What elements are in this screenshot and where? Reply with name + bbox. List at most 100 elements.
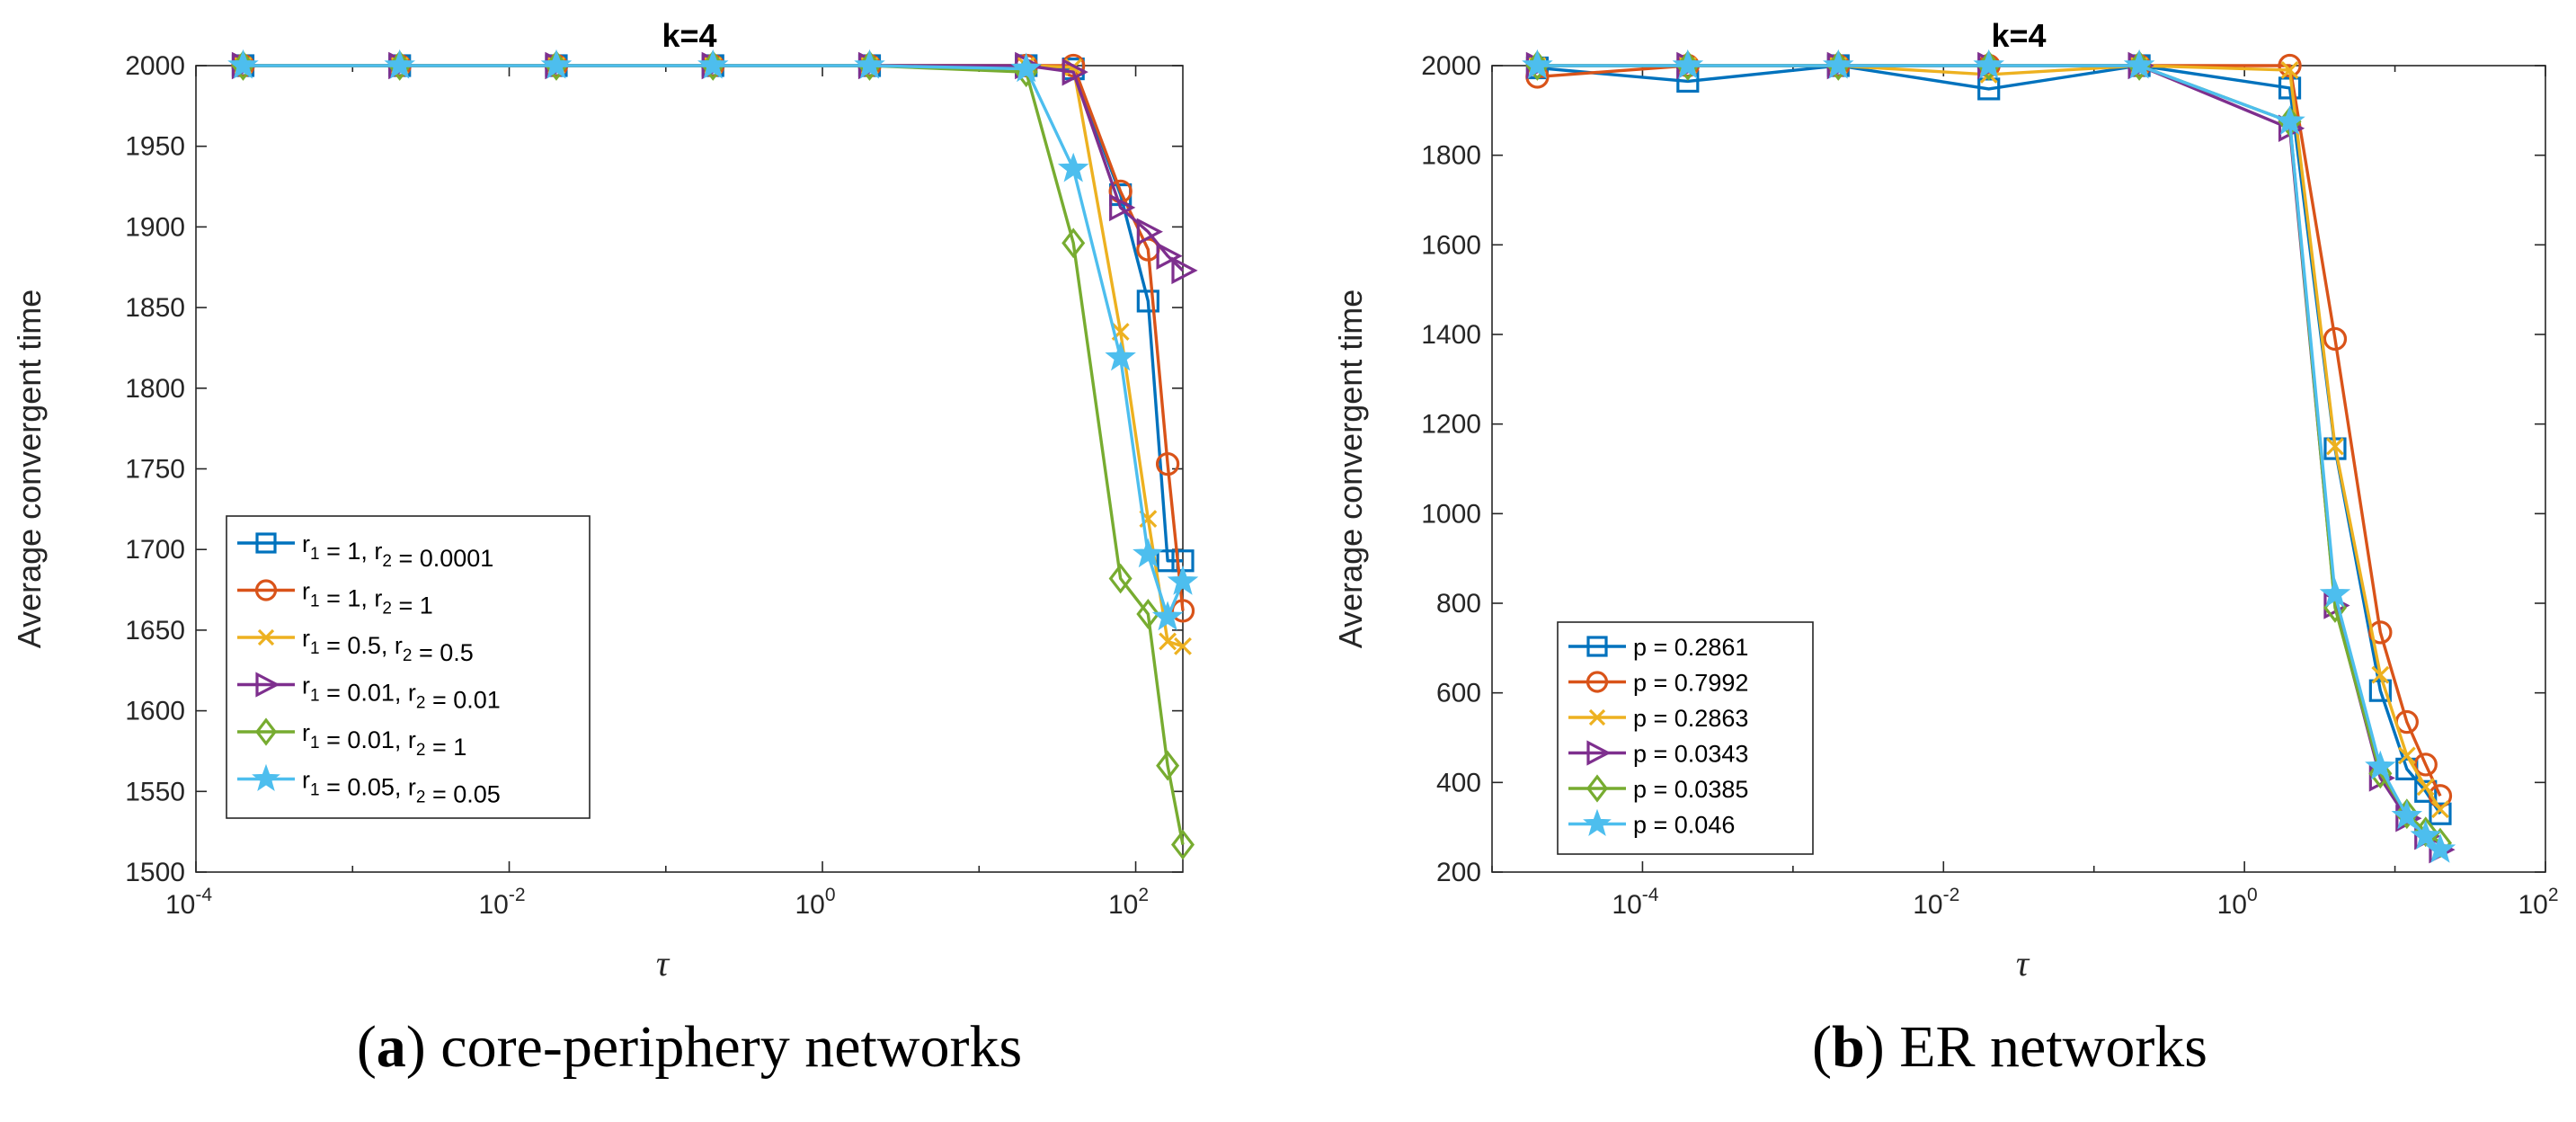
legend-item: p = 0.2863: [1568, 705, 1748, 732]
marker-square: [2368, 679, 2392, 702]
legend-label-subscript: 1: [310, 781, 320, 800]
legend-label-part: r: [302, 578, 310, 605]
legend-item: p = 0.2861: [1568, 634, 1748, 661]
y-tick-label: 1850: [125, 293, 185, 323]
marker-star: [1057, 152, 1089, 183]
y-tick-label: 1550: [125, 777, 185, 806]
x-axis-label: τ: [656, 943, 671, 984]
y-tick-label: 1800: [125, 374, 185, 404]
marker-star: [1823, 49, 1854, 79]
marker-star: [2365, 750, 2396, 780]
x-tick-label-exponent: -4: [195, 885, 212, 905]
legend-label-part: = 0.05, r: [320, 774, 416, 801]
legend-item: p = 0.7992: [1568, 670, 1748, 697]
chart-title: k=4: [1991, 17, 2046, 54]
legend-label-part: p = 0.7992: [1633, 670, 1748, 697]
x-tick-label-base: 10: [1913, 890, 1942, 920]
marker-x: [1159, 632, 1177, 651]
legend-label-part: r: [302, 530, 310, 557]
marker-circle: [2413, 752, 2438, 777]
x-tick-label: 102: [1108, 885, 1149, 920]
y-tick-label: 1600: [125, 697, 185, 726]
marker-star: [1010, 52, 1042, 83]
marker-star: [2410, 820, 2441, 850]
marker-circle: [1586, 671, 1609, 693]
legend-label-subscript: 2: [382, 552, 392, 571]
legend-label: r1 = 1, r2 = 0.0001: [302, 530, 493, 572]
legend-label: p = 0.7992: [1633, 670, 1748, 697]
legend-label-subscript: 1: [310, 639, 320, 658]
figure-caption: (b) ER networks: [1812, 1014, 2207, 1080]
x-tick-label: 10-4: [165, 885, 212, 920]
legend-label-part: p = 0.2863: [1633, 705, 1748, 732]
marker-star: [1583, 808, 1612, 836]
y-tick-label: 1700: [125, 535, 185, 565]
caption-text: ER networks: [1899, 1014, 2207, 1080]
x-tick-label-base: 10: [1612, 890, 1641, 920]
y-tick-label: 800: [1436, 589, 1481, 619]
legend-label-part: r: [302, 625, 310, 652]
marker-star: [2319, 577, 2351, 608]
x-tick-label: 10-4: [1612, 885, 1658, 920]
figure-caption: (a) core-periphery networks: [357, 1014, 1022, 1080]
legend-label-part: p = 0.2861: [1633, 634, 1748, 661]
x-tick-label-exponent: 2: [2548, 885, 2559, 905]
marker-circle: [2323, 326, 2348, 352]
marker-square: [2414, 779, 2438, 803]
marker-x: [2280, 61, 2299, 79]
marker-square: [2429, 802, 2452, 825]
marker-star: [697, 49, 729, 79]
y-tick-label: 1800: [1421, 141, 1481, 171]
legend-label-part: r: [302, 672, 310, 699]
x-tick-label-exponent: 0: [825, 885, 836, 905]
legend-label-subscript: 1: [310, 545, 320, 564]
legend-label-part: p = 0.0343: [1633, 741, 1748, 768]
x-tick-label: 10-2: [1913, 885, 1959, 920]
marker-triangle-right: [255, 672, 280, 698]
marker-triangle-right: [1109, 193, 1136, 222]
x-tick-label-base: 10: [2518, 890, 2547, 920]
x-tick-label: 102: [2518, 885, 2558, 920]
legend-label-part: = 0.01, r: [320, 680, 416, 707]
y-tick-label: 1400: [1421, 320, 1481, 350]
marker-x: [1588, 708, 1606, 726]
legend: p = 0.2861 p = 0.7992 p = 0.2863 p = 0.0343…: [1557, 621, 1814, 855]
legend-item: p = 0.046: [1568, 808, 1735, 839]
marker-x: [257, 628, 275, 646]
y-tick-label: 1500: [125, 858, 185, 887]
y-tick-label: 2000: [1421, 51, 1481, 81]
x-tick-label-base: 10: [2217, 890, 2247, 920]
legend-label-subscript: 2: [416, 694, 426, 713]
marker-diamond: [1586, 774, 1609, 803]
marker-x: [2431, 800, 2449, 819]
legend-label: r1 = 0.05, r2 = 0.05: [302, 767, 501, 808]
caption-paren: (: [357, 1014, 377, 1080]
y-tick-label: 600: [1436, 679, 1481, 708]
marker-star: [2274, 105, 2305, 135]
legend-label-subscript: 2: [382, 600, 392, 619]
y-tick-label: 1000: [1421, 499, 1481, 529]
legend-label-part: = 0.05: [425, 781, 500, 808]
marker-diamond: [1136, 599, 1160, 629]
legend-item: r1 = 0.05, r2 = 0.05: [237, 763, 501, 808]
legend-label: p = 0.2863: [1633, 705, 1748, 732]
marker-square: [255, 532, 277, 554]
marker-star: [227, 49, 259, 79]
caption-label: a: [377, 1014, 406, 1080]
series-line: [1537, 64, 2442, 815]
caption-paren: ): [1865, 1014, 1899, 1080]
x-tick-label-base: 10: [165, 890, 195, 920]
legend-label-part: = 1, r: [320, 538, 383, 565]
legend-label: r1 = 0.01, r2 = 0.01: [302, 672, 501, 714]
caption-paren: ): [406, 1014, 440, 1080]
marker-circle: [254, 579, 278, 601]
marker-star: [384, 49, 415, 79]
series-line-group: [1522, 49, 2456, 863]
marker-triangle-right: [1061, 58, 1088, 86]
legend-label-part: p = 0.0385: [1633, 776, 1748, 803]
marker-star: [1672, 49, 1704, 79]
legend-item: p = 0.0385: [1568, 774, 1748, 803]
legend-item: r1 = 0.01, r2 = 0.01: [237, 672, 501, 714]
